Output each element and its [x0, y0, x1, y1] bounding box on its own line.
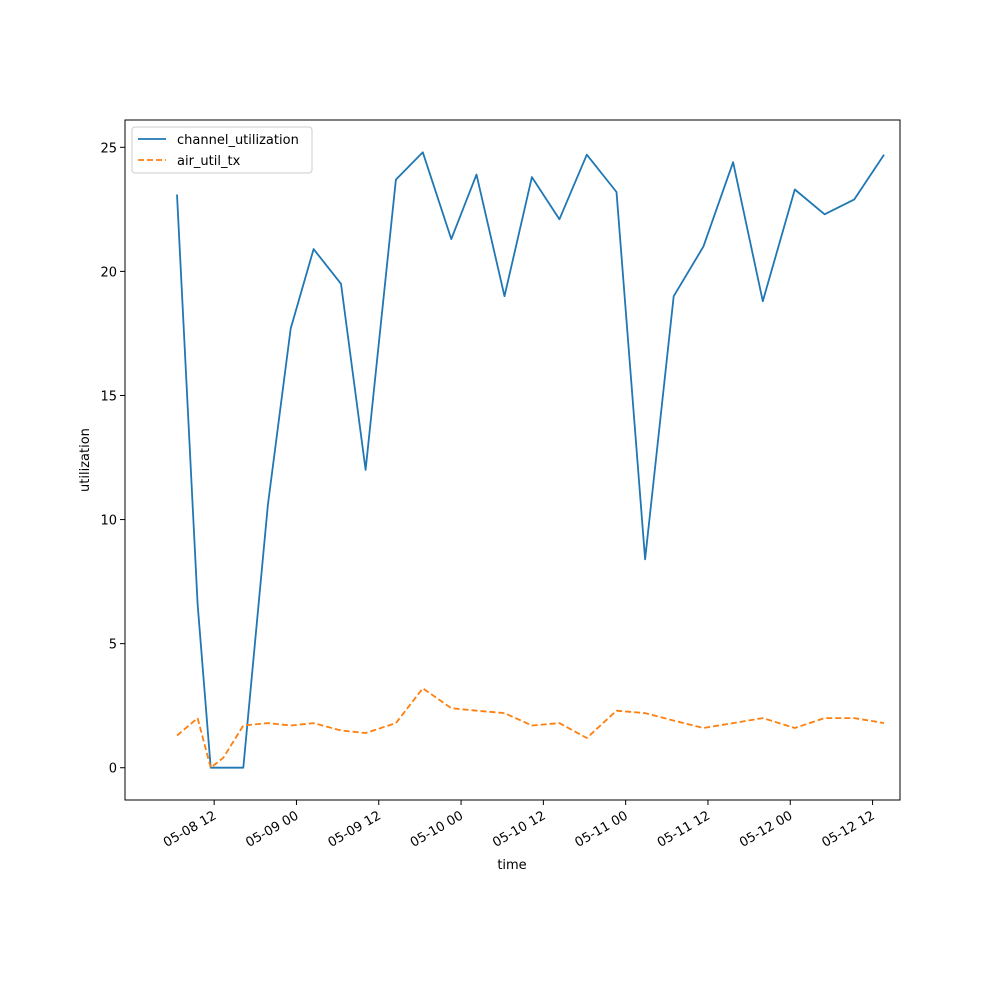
y-tick-label: 0 [109, 762, 117, 777]
legend: channel_utilization air_util_tx [131, 126, 313, 174]
y-tick-label: 20 [100, 265, 117, 280]
legend-box [131, 126, 313, 174]
y-tick-label: 10 [100, 514, 117, 529]
x-axis-label: time [497, 858, 526, 873]
y-axis-label: utilization [78, 428, 93, 492]
y-tick-label: 15 [100, 389, 117, 404]
y-tick-label: 25 [100, 141, 117, 156]
series-line-air-util-tx [176, 687, 885, 769]
plot-area-frame [124, 119, 901, 801]
series-line-channel-utilization [176, 151, 885, 769]
y-axis-ticks: 0 5 10 15 20 25 [100, 141, 125, 777]
y-tick-label: 5 [109, 638, 117, 653]
legend-label-channel-utilization: channel_utilization [177, 133, 299, 148]
series-lines [176, 151, 885, 769]
legend-label-air-util-tx: air_util_tx [177, 154, 241, 169]
